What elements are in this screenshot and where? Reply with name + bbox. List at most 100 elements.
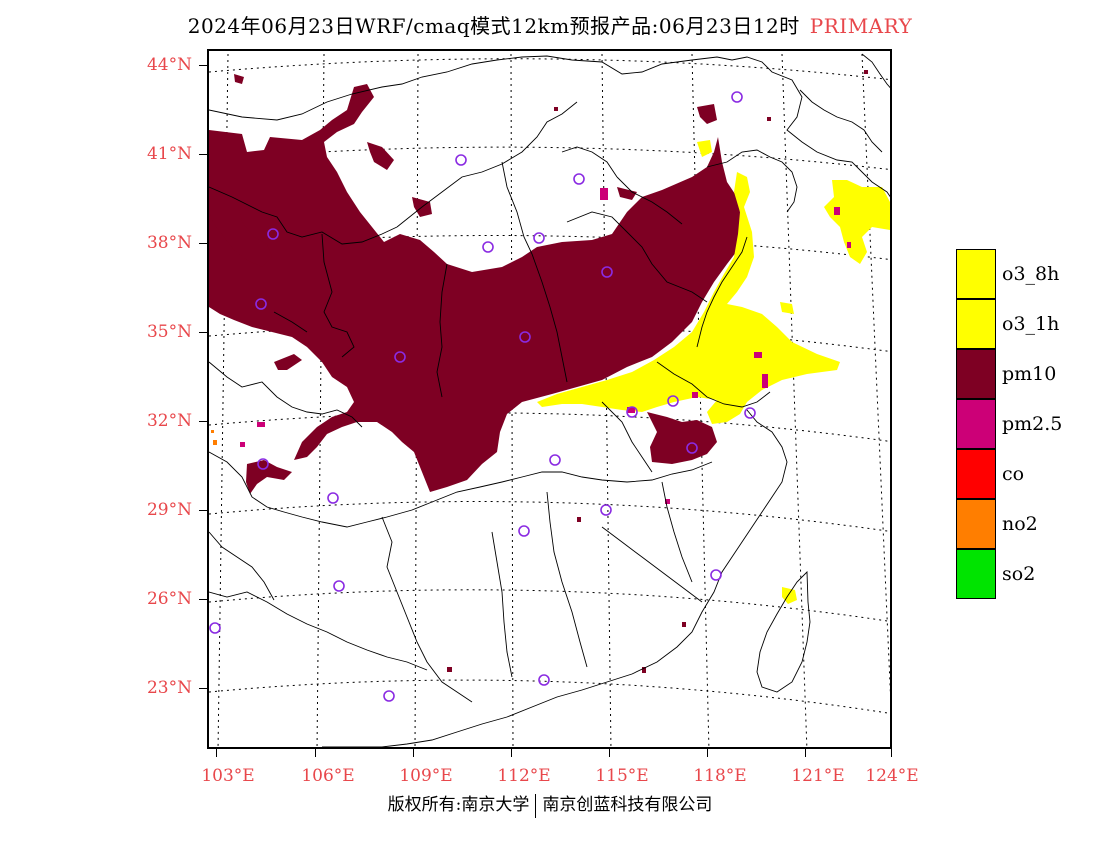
legend-label: o3_8h <box>1002 263 1060 285</box>
copyright-left: 版权所有:南京大学 <box>387 795 530 815</box>
legend-item-pm10: pm10 <box>956 349 1076 399</box>
legend-swatch <box>956 349 996 399</box>
city-marker <box>744 407 756 419</box>
legend-swatch <box>956 249 996 299</box>
lat-label-38: 38°N <box>146 233 192 253</box>
city-marker <box>686 442 698 454</box>
lon-tick <box>891 749 892 757</box>
legend-item-pm25: pm2.5 <box>956 399 1076 449</box>
lat-label-32: 32°N <box>146 411 192 431</box>
legend-item-o3-8h: o3_8h <box>956 249 1076 299</box>
city-marker <box>333 580 345 592</box>
city-marker <box>455 154 467 166</box>
lat-tick <box>199 599 207 600</box>
city-marker <box>600 504 612 516</box>
lon-label-112: 112°E <box>497 766 551 786</box>
lon-label-109: 109°E <box>399 766 453 786</box>
legend-label: no2 <box>1002 513 1038 535</box>
legend: o3_8h o3_1h pm10 pm2.5 co no2 so2 <box>956 249 1076 599</box>
city-marker <box>667 395 679 407</box>
legend-swatch <box>956 499 996 549</box>
city-marker <box>394 351 406 363</box>
lat-tick <box>199 243 207 244</box>
legend-label: o3_1h <box>1002 313 1060 335</box>
lon-tick <box>805 749 806 757</box>
lat-tick <box>199 154 207 155</box>
lon-label-103: 103°E <box>201 766 255 786</box>
legend-item-co: co <box>956 449 1076 499</box>
lon-label-115: 115°E <box>595 766 649 786</box>
city-marker <box>710 569 722 581</box>
lon-line-103 <box>217 53 229 747</box>
legend-label: pm2.5 <box>1002 413 1063 435</box>
city-marker <box>257 458 269 470</box>
lon-tick <box>315 749 316 757</box>
city-marker <box>255 298 267 310</box>
legend-item-so2: so2 <box>956 549 1076 599</box>
city-marker <box>573 173 585 185</box>
copyright-footer: 版权所有:南京大学 南京创蓝科技有限公司 <box>0 790 1100 818</box>
lat-label-35: 35°N <box>146 322 192 342</box>
city-marker <box>209 622 221 634</box>
city-marker <box>626 406 638 418</box>
city-marker <box>533 232 545 244</box>
lon-label-106: 106°E <box>301 766 355 786</box>
lat-label-26: 26°N <box>146 589 192 609</box>
legend-label: pm10 <box>1002 363 1057 385</box>
lat-line-44 <box>209 58 890 81</box>
legend-swatch <box>956 299 996 349</box>
lat-label-41: 41°N <box>146 144 192 164</box>
lat-line-23 <box>209 679 890 714</box>
city-marker <box>601 266 613 278</box>
lon-tick <box>413 749 414 757</box>
lat-tick <box>199 332 207 333</box>
primary-tag: PRIMARY <box>809 14 913 38</box>
lon-tick <box>707 749 708 757</box>
lon-line-118 <box>691 53 710 747</box>
footer-divider <box>535 793 537 818</box>
legend-item-o3-1h: o3_1h <box>956 299 1076 349</box>
map-area <box>207 49 892 749</box>
lat-label-44: 44°N <box>146 55 192 75</box>
city-marker <box>731 91 743 103</box>
city-marker <box>482 241 494 253</box>
legend-swatch <box>956 399 996 449</box>
city-marker <box>549 454 561 466</box>
legend-swatch <box>956 549 996 599</box>
lat-tick <box>199 421 207 422</box>
title-text: 2024年06月23日WRF/cmaq模式12km预报产品:06月23日12时 <box>187 14 800 38</box>
lon-line-124 <box>861 53 890 695</box>
lat-tick <box>199 65 207 66</box>
copyright-right: 南京创蓝科技有限公司 <box>542 795 713 815</box>
lat-label-29: 29°N <box>146 500 192 520</box>
lon-line-121 <box>781 53 808 747</box>
city-marker <box>518 525 530 537</box>
map-svg <box>209 53 890 747</box>
map-title: 2024年06月23日WRF/cmaq模式12km预报产品:06月23日12时 P… <box>0 10 1100 39</box>
lon-tick <box>511 749 512 757</box>
legend-label: so2 <box>1002 563 1036 585</box>
lon-label-124: 124°E <box>865 766 919 786</box>
pm10-area <box>209 70 868 673</box>
lat-line-29 <box>209 501 890 532</box>
o3-area <box>537 140 890 604</box>
lon-label-118: 118°E <box>693 766 747 786</box>
lon-label-121: 121°E <box>791 766 845 786</box>
no2-area <box>211 430 217 445</box>
city-marker <box>327 492 339 504</box>
lat-line-32 <box>209 412 890 442</box>
lat-tick <box>199 510 207 511</box>
lon-tick <box>609 749 610 757</box>
city-markers <box>209 91 756 702</box>
city-marker <box>267 228 279 240</box>
lat-tick <box>199 688 207 689</box>
pm25-area <box>240 188 851 504</box>
legend-swatch <box>956 449 996 499</box>
boundaries <box>209 53 890 747</box>
lat-label-23: 23°N <box>146 678 192 698</box>
lon-tick <box>216 749 217 757</box>
lon-line-106 <box>316 53 325 747</box>
city-marker <box>383 690 395 702</box>
lat-line-26 <box>209 589 890 622</box>
legend-item-no2: no2 <box>956 499 1076 549</box>
